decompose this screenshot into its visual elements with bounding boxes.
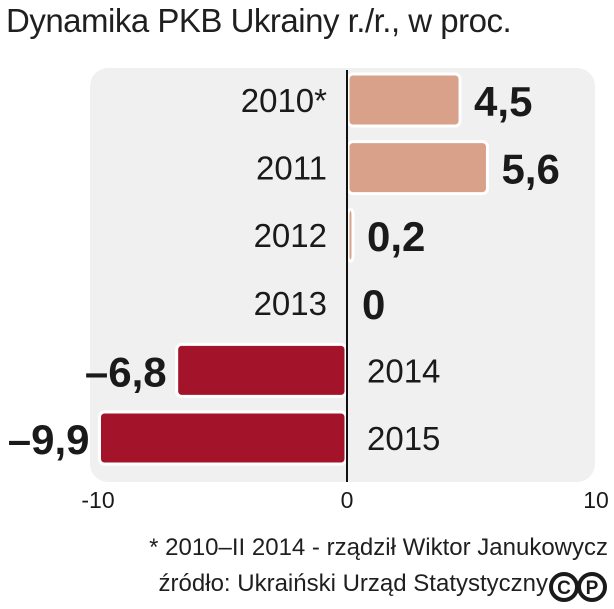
bar-2015 <box>97 410 348 466</box>
svg-text:C: C <box>557 578 571 599</box>
value-label: 0 <box>362 281 385 328</box>
category-label: 2013 <box>254 285 327 322</box>
value-label: 0,2 <box>367 213 425 260</box>
category-label: 2010* <box>241 82 327 119</box>
bar-2010 <box>346 72 462 128</box>
x-tick-label: -10 <box>81 487 114 513</box>
x-tick-label: 0 <box>341 487 354 513</box>
copyright-logo-icon: C P <box>549 572 607 602</box>
value-label: –9,9 <box>8 416 90 463</box>
bar-2014 <box>175 342 348 398</box>
x-tick-label: 10 <box>583 487 609 513</box>
source-note: źródło: Ukraiński Urząd Statystyczny <box>158 570 548 597</box>
footnote-note: * 2010–II 2014 - rządził Wiktor Janukowy… <box>149 534 608 561</box>
bar-2011 <box>346 140 489 196</box>
chart-title: Dynamika PKB Ukrainy r./r., w proc. <box>6 2 512 39</box>
value-label: 5,6 <box>501 146 559 193</box>
value-label: 4,5 <box>474 78 532 125</box>
svg-text:P: P <box>586 578 599 599</box>
category-label: 2014 <box>367 352 440 389</box>
category-label: 2015 <box>367 420 440 457</box>
category-label: 2011 <box>256 150 327 187</box>
category-label: 2012 <box>254 217 327 254</box>
bar-2012 <box>346 207 355 263</box>
value-label: –6,8 <box>85 348 167 395</box>
